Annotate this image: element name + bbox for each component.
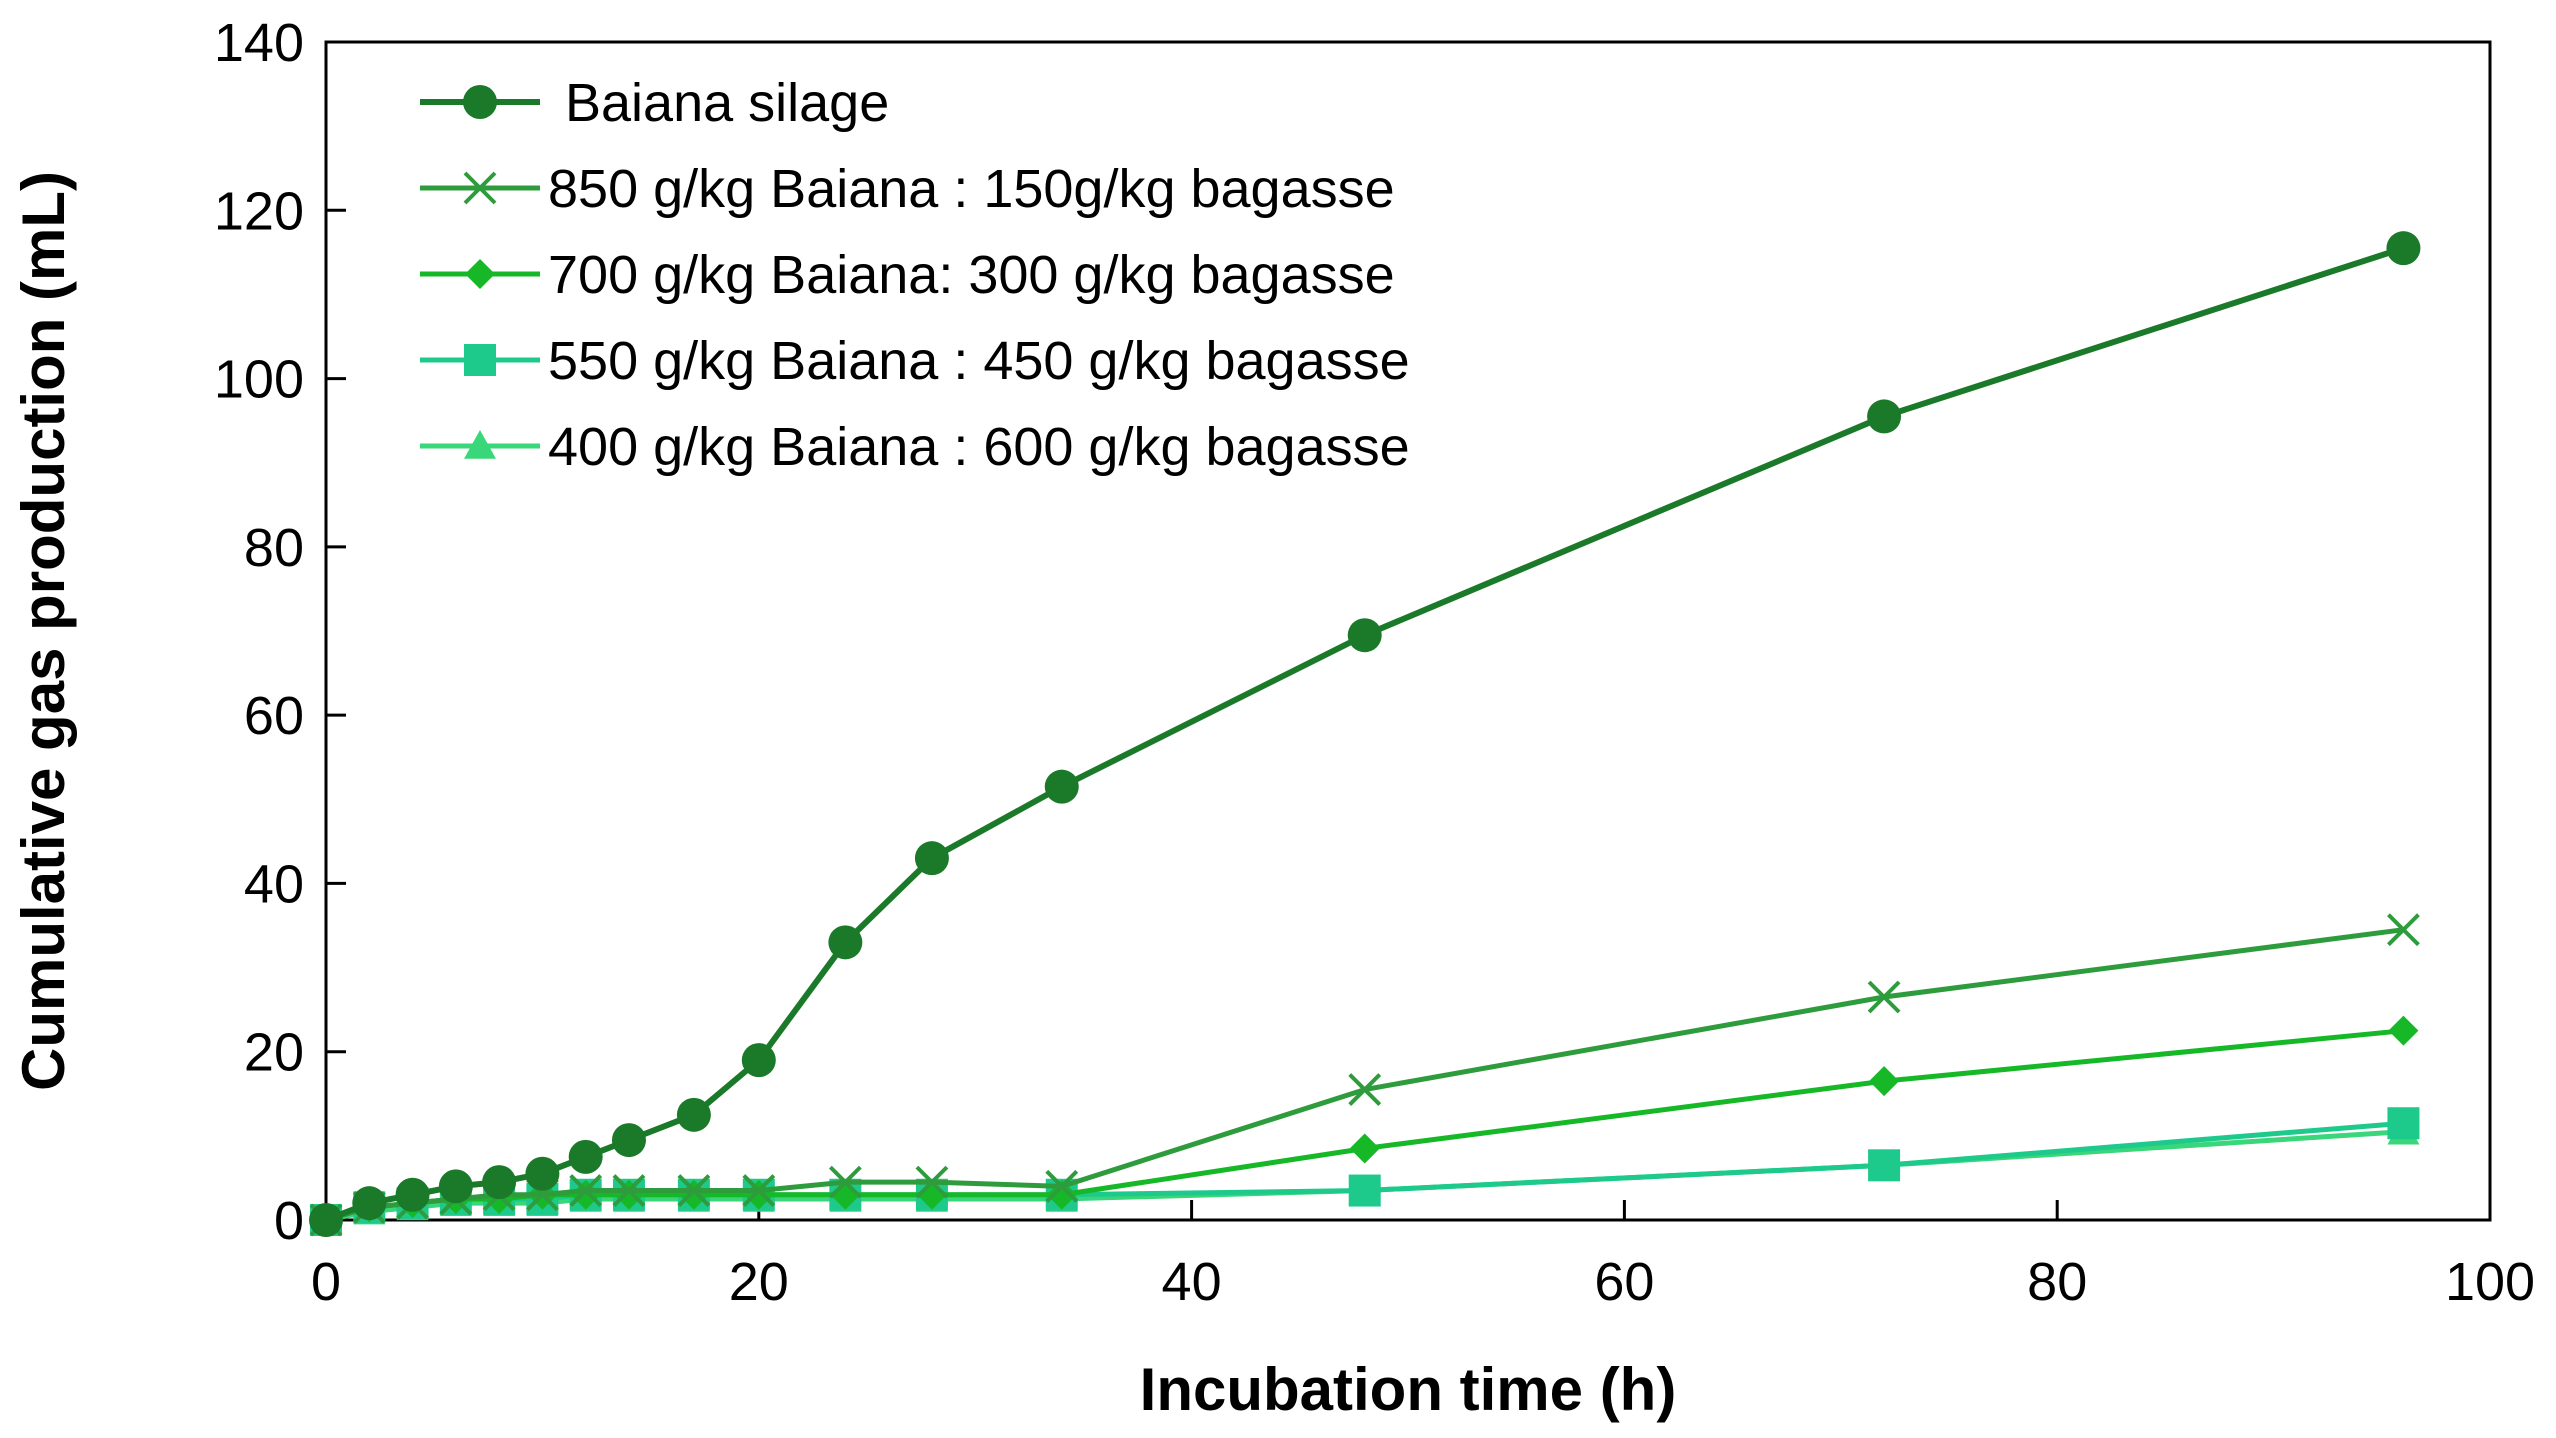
y-tick-label: 20 [244,1023,304,1083]
y-tick-label: 40 [244,854,304,914]
data-point [2387,913,2420,947]
data-point [914,841,949,876]
data-point [1044,769,1079,804]
data-point [482,1165,517,1200]
data-point [438,1169,473,1204]
x-tick-label: 0 [311,1252,341,1312]
x-tick-label: 20 [729,1252,789,1312]
x-tick-label: 40 [1162,1252,1222,1312]
data-point [613,1179,644,1210]
data-point [741,1043,776,1078]
data-point [1349,1133,1380,1164]
y-tick-label: 80 [244,518,304,578]
data-point [611,1123,646,1158]
series-line [325,927,2404,1223]
x-tick-label: 60 [1594,1252,1654,1312]
series-layer [309,231,2421,1237]
data-point [677,1174,711,1207]
legend-item-1: Baiana silage [420,73,889,133]
x-tick-label: 80 [2027,1252,2087,1312]
axis-ticks: 0 20 40 60 80 100 120 140 0 20 40 60 80 100 [214,13,2535,1312]
legend-swatch-marker [463,171,497,205]
data-point [676,1097,711,1132]
data-point [352,1186,387,1221]
legend-swatch-marker [464,430,496,459]
data-point [525,1156,560,1191]
x-tick-label: 100 [2445,1252,2535,1312]
data-point [570,1179,601,1210]
legend: Baiana silage 850 g/kg Baiana : 150g/kg b… [420,73,1410,477]
data-point [1347,618,1382,653]
x-axis-title: Incubation time (h) [1140,1356,1677,1423]
data-point [1867,399,1902,434]
y-tick-label: 140 [214,13,304,73]
data-point [1869,1066,1900,1097]
legend-item-4: 550 g/kg Baiana : 450 g/kg bagasse [420,331,1410,391]
legend-swatch-marker [463,85,497,119]
legend-label: 550 g/kg Baiana : 450 g/kg bagasse [548,331,1410,391]
data-point [1867,980,1901,1014]
data-point [1045,1169,1079,1203]
data-point [309,1203,343,1237]
y-tick-label: 60 [244,686,304,746]
legend-label: 700 g/kg Baiana: 300 g/kg bagasse [548,245,1395,305]
legend-item-2: 850 g/kg Baiana : 150g/kg bagasse [420,159,1395,219]
data-point [828,925,863,960]
y-tick-label: 0 [274,1191,304,1251]
data-point [678,1179,709,1210]
data-point [742,1174,776,1207]
plot-area [324,40,2492,1222]
y-tick-label: 120 [214,181,304,241]
data-point [568,1139,603,1174]
legend-item-3: 700 g/kg Baiana: 300 g/kg bagasse [420,245,1395,305]
y-tick-label: 100 [214,350,304,410]
data-point [395,1177,430,1212]
legend-swatch-marker [464,344,496,376]
series-line [324,245,2405,1223]
y-axis-title: Cumulative gas production (mL) [10,171,77,1091]
data-point [1348,1073,1382,1106]
data-point [743,1179,774,1210]
legend-label: 850 g/kg Baiana : 150g/kg bagasse [548,159,1395,219]
data-point [2387,1107,2420,1140]
legend-item-5: 400 g/kg Baiana : 600 g/kg bagasse [420,417,1410,477]
data-point [1348,1174,1381,1207]
data-point [2388,1015,2419,1046]
data-point [828,1165,862,1199]
data-point [612,1174,646,1207]
legend-label: Baiana silage [565,73,889,133]
legend-label: 400 g/kg Baiana : 600 g/kg bagasse [548,417,1410,477]
series-1 [309,231,2421,1237]
data-point [1868,1149,1901,1182]
data-point [569,1174,603,1207]
data-point [2386,231,2421,266]
legend-swatch-marker [465,259,495,289]
data-point [915,1165,949,1199]
